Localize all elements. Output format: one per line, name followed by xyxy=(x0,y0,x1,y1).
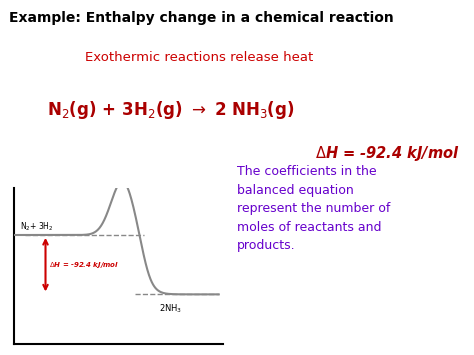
Text: $\Delta$H = -92.4 kJ/mol: $\Delta$H = -92.4 kJ/mol xyxy=(315,144,460,163)
Text: Exothermic reactions release heat: Exothermic reactions release heat xyxy=(85,51,313,65)
Text: $\Delta$H = -92.4 kJ/mol: $\Delta$H = -92.4 kJ/mol xyxy=(49,260,119,270)
Text: 2NH$_3$: 2NH$_3$ xyxy=(159,302,182,315)
Text: N$_2$(g) + 3H$_2$(g) $\rightarrow$ 2 NH$_3$(g): N$_2$(g) + 3H$_2$(g) $\rightarrow$ 2 NH$… xyxy=(47,99,295,121)
Text: N$_2$+ 3H$_2$: N$_2$+ 3H$_2$ xyxy=(20,220,54,233)
Text: The coefficients in the
balanced equation
represent the number of
moles of react: The coefficients in the balanced equatio… xyxy=(237,165,391,252)
Text: Example: Enthalpy change in a chemical reaction: Example: Enthalpy change in a chemical r… xyxy=(9,11,394,24)
